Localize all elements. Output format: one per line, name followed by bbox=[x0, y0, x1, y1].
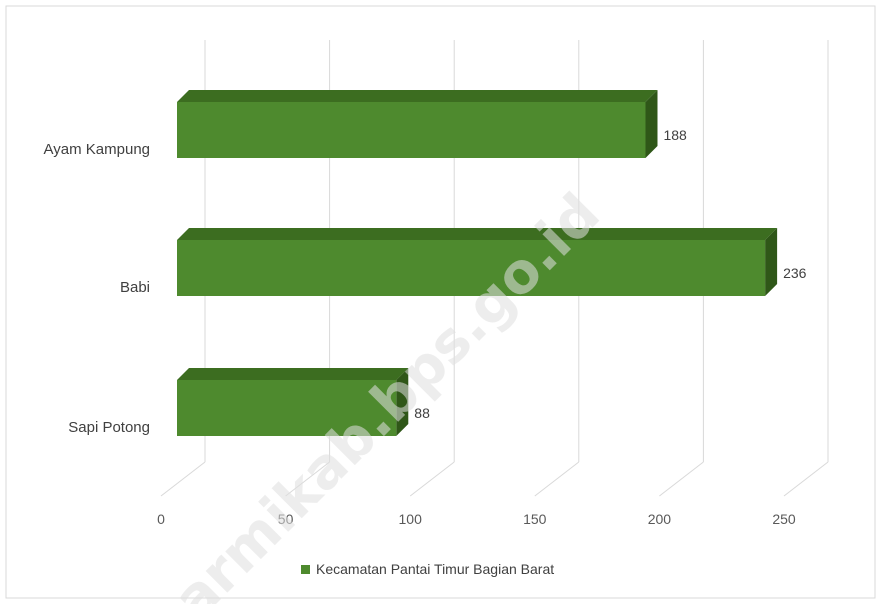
gridline-floor bbox=[783, 461, 829, 497]
bar-top-face bbox=[177, 90, 658, 102]
x-tick-label: 200 bbox=[648, 511, 672, 527]
category-label: Sapi Potong bbox=[68, 419, 150, 436]
gridline-floor bbox=[534, 461, 580, 497]
data-label: 88 bbox=[414, 405, 430, 421]
x-tick-label: 150 bbox=[523, 511, 547, 527]
legend: Kecamatan Pantai Timur Bagian Barat bbox=[301, 561, 554, 577]
gridline-floor bbox=[160, 461, 206, 497]
legend-label: Kecamatan Pantai Timur Bagian Barat bbox=[316, 561, 554, 577]
bar bbox=[177, 102, 646, 158]
gridline-floor bbox=[409, 461, 455, 497]
bars bbox=[177, 90, 778, 436]
bar-side-face bbox=[765, 228, 778, 296]
legend-swatch bbox=[301, 565, 310, 574]
bar bbox=[177, 380, 397, 436]
x-tick-label: 0 bbox=[157, 511, 165, 527]
bar-side-face bbox=[396, 368, 409, 436]
bar-top-face bbox=[177, 228, 778, 240]
x-tick-label: 250 bbox=[772, 511, 796, 527]
gridline-floor bbox=[659, 461, 704, 497]
bar bbox=[177, 240, 766, 296]
category-label: Ayam Kampung bbox=[44, 141, 150, 158]
data-label: 188 bbox=[663, 127, 687, 143]
x-tick-label: 50 bbox=[278, 511, 294, 527]
bar-side-face bbox=[645, 90, 658, 158]
bar-top-face bbox=[177, 368, 409, 380]
x-tick-label: 100 bbox=[399, 511, 423, 527]
data-label: 236 bbox=[783, 265, 807, 281]
labels: 0 50 100 150 200 250 Ayam Kampung 188 Babi 236 Sap… bbox=[44, 127, 807, 527]
gridline-floor bbox=[285, 461, 330, 497]
category-label: Babi bbox=[120, 279, 150, 296]
